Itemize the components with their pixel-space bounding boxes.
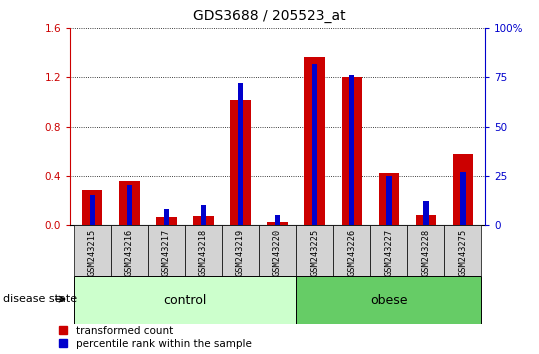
Bar (156, 217, 177, 225)
FancyBboxPatch shape (444, 225, 481, 276)
Bar (194, 216, 213, 225)
Bar (89, 195, 95, 225)
FancyBboxPatch shape (222, 225, 259, 276)
Text: GSM243226: GSM243226 (347, 229, 356, 276)
Text: GSM243228: GSM243228 (421, 229, 430, 276)
Bar (164, 209, 169, 225)
Bar (386, 176, 391, 225)
FancyBboxPatch shape (407, 225, 444, 276)
FancyBboxPatch shape (148, 225, 185, 276)
Bar (82, 190, 102, 225)
FancyBboxPatch shape (185, 225, 222, 276)
Text: GSM243225: GSM243225 (310, 229, 319, 276)
Text: GSM243227: GSM243227 (384, 229, 393, 276)
Bar (349, 75, 355, 225)
FancyBboxPatch shape (370, 225, 407, 276)
Bar (460, 172, 466, 225)
FancyBboxPatch shape (296, 225, 333, 276)
Legend: transformed count, percentile rank within the sample: transformed count, percentile rank withi… (59, 326, 252, 349)
Bar (201, 205, 206, 225)
Bar (238, 83, 243, 225)
Text: GDS3688 / 205523_at: GDS3688 / 205523_at (193, 9, 346, 23)
Bar (453, 154, 473, 225)
Bar (423, 201, 429, 225)
Text: GSM243275: GSM243275 (458, 229, 467, 276)
Bar (342, 78, 362, 225)
Bar (312, 64, 317, 225)
FancyBboxPatch shape (259, 225, 296, 276)
Text: GSM243217: GSM243217 (162, 229, 171, 276)
FancyBboxPatch shape (111, 225, 148, 276)
Text: GSM243215: GSM243215 (88, 229, 97, 276)
Bar (275, 215, 280, 225)
Text: GSM243216: GSM243216 (125, 229, 134, 276)
Text: control: control (163, 293, 206, 307)
Bar (305, 57, 325, 225)
Bar (230, 99, 251, 225)
Text: GSM243220: GSM243220 (273, 229, 282, 276)
Bar (378, 173, 399, 225)
FancyBboxPatch shape (74, 276, 296, 324)
Bar (119, 181, 140, 225)
Bar (416, 215, 436, 225)
Text: obese: obese (370, 293, 407, 307)
Text: GSM243219: GSM243219 (236, 229, 245, 276)
FancyBboxPatch shape (296, 276, 481, 324)
Text: GSM243218: GSM243218 (199, 229, 208, 276)
Bar (127, 185, 132, 225)
Text: disease state: disease state (3, 294, 77, 304)
FancyBboxPatch shape (74, 225, 111, 276)
Bar (267, 222, 288, 225)
FancyBboxPatch shape (333, 225, 370, 276)
